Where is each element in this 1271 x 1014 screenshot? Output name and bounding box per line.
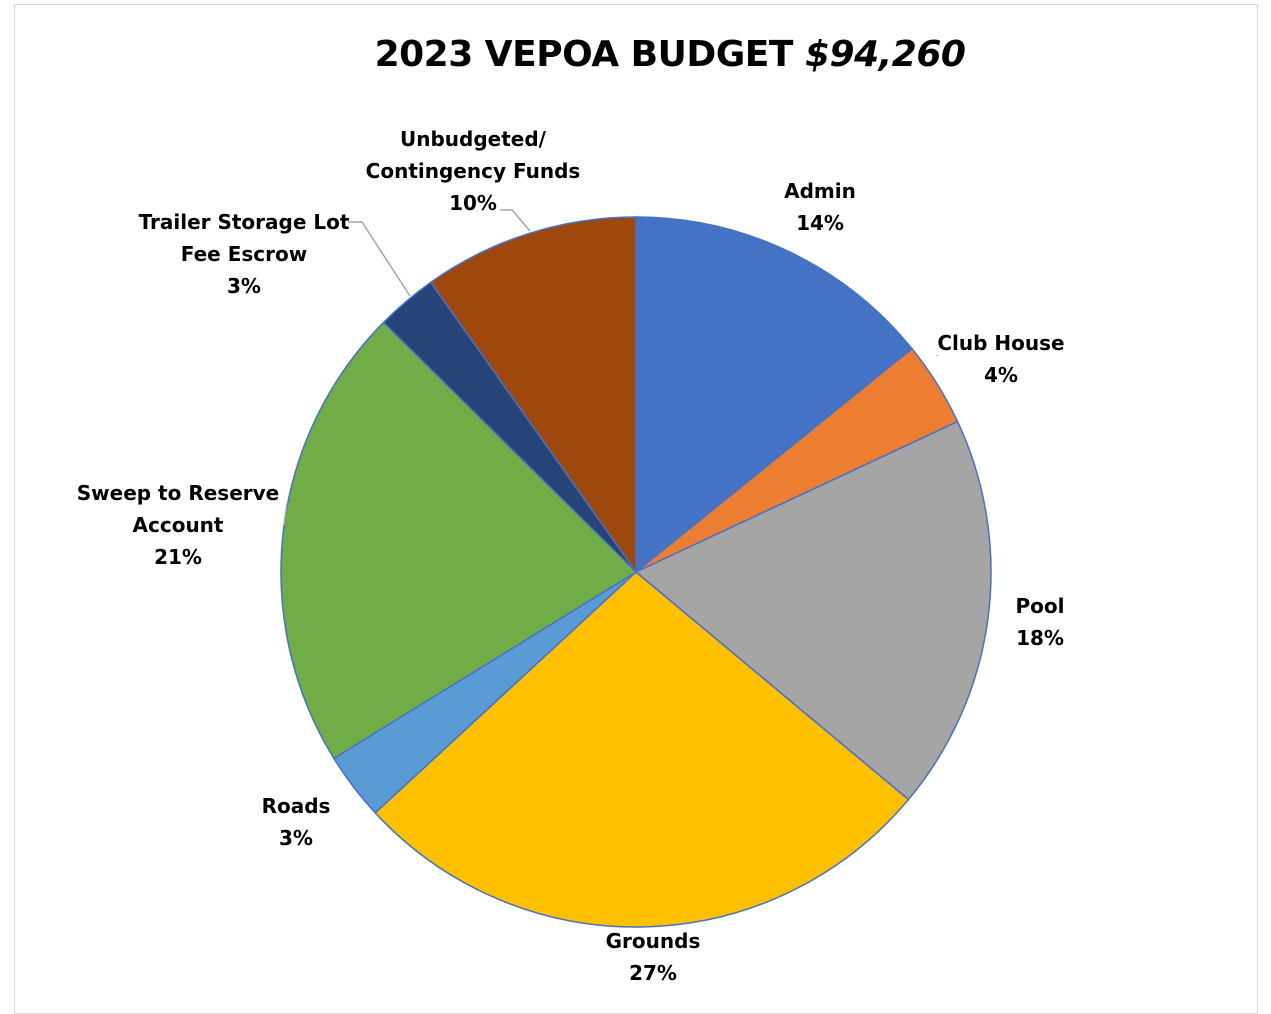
chart-title-amount: $94,260 bbox=[804, 34, 966, 75]
pie-slice-unbudgeted-contingency-funds bbox=[429, 216, 637, 575]
leader-line bbox=[283, 502, 288, 526]
leader-lines bbox=[283, 209, 938, 526]
data-label-sweep-to-reserve-account: Sweep to Reserve Account 21% bbox=[77, 481, 279, 569]
pie-slices bbox=[280, 216, 992, 928]
data-label-grounds: Grounds 27% bbox=[606, 929, 701, 985]
data-label-roads: Roads 3% bbox=[262, 794, 331, 850]
chart-title: 2023 VEPOA BUDGET $94,260 bbox=[0, 34, 1271, 75]
pie-slice-pool bbox=[634, 420, 992, 801]
leader-line bbox=[348, 221, 411, 297]
leader-line bbox=[500, 209, 531, 232]
pie-slice-admin bbox=[635, 216, 914, 574]
data-label-pool: Pool 18% bbox=[1016, 594, 1065, 650]
chart-title-text: 2023 VEPOA BUDGET bbox=[374, 34, 794, 75]
data-labels: Admin 14% Club House 4% Pool 18% Grounds 27% Roa… bbox=[77, 127, 1065, 985]
data-label-club-house: Club House 4% bbox=[937, 331, 1064, 387]
pie-slice-sweep-to-reserve-account bbox=[280, 321, 638, 760]
data-label-unbudgeted-contingency-funds: Unbudgeted/Contingency Funds 10% bbox=[366, 127, 581, 215]
data-label-trailer-storage-lot-fee-escrow: Trailer Storage Lot Fee Escrow 3% bbox=[139, 210, 350, 298]
pie-slice-grounds bbox=[374, 571, 910, 928]
data-label-admin: Admin 14% bbox=[784, 179, 856, 235]
